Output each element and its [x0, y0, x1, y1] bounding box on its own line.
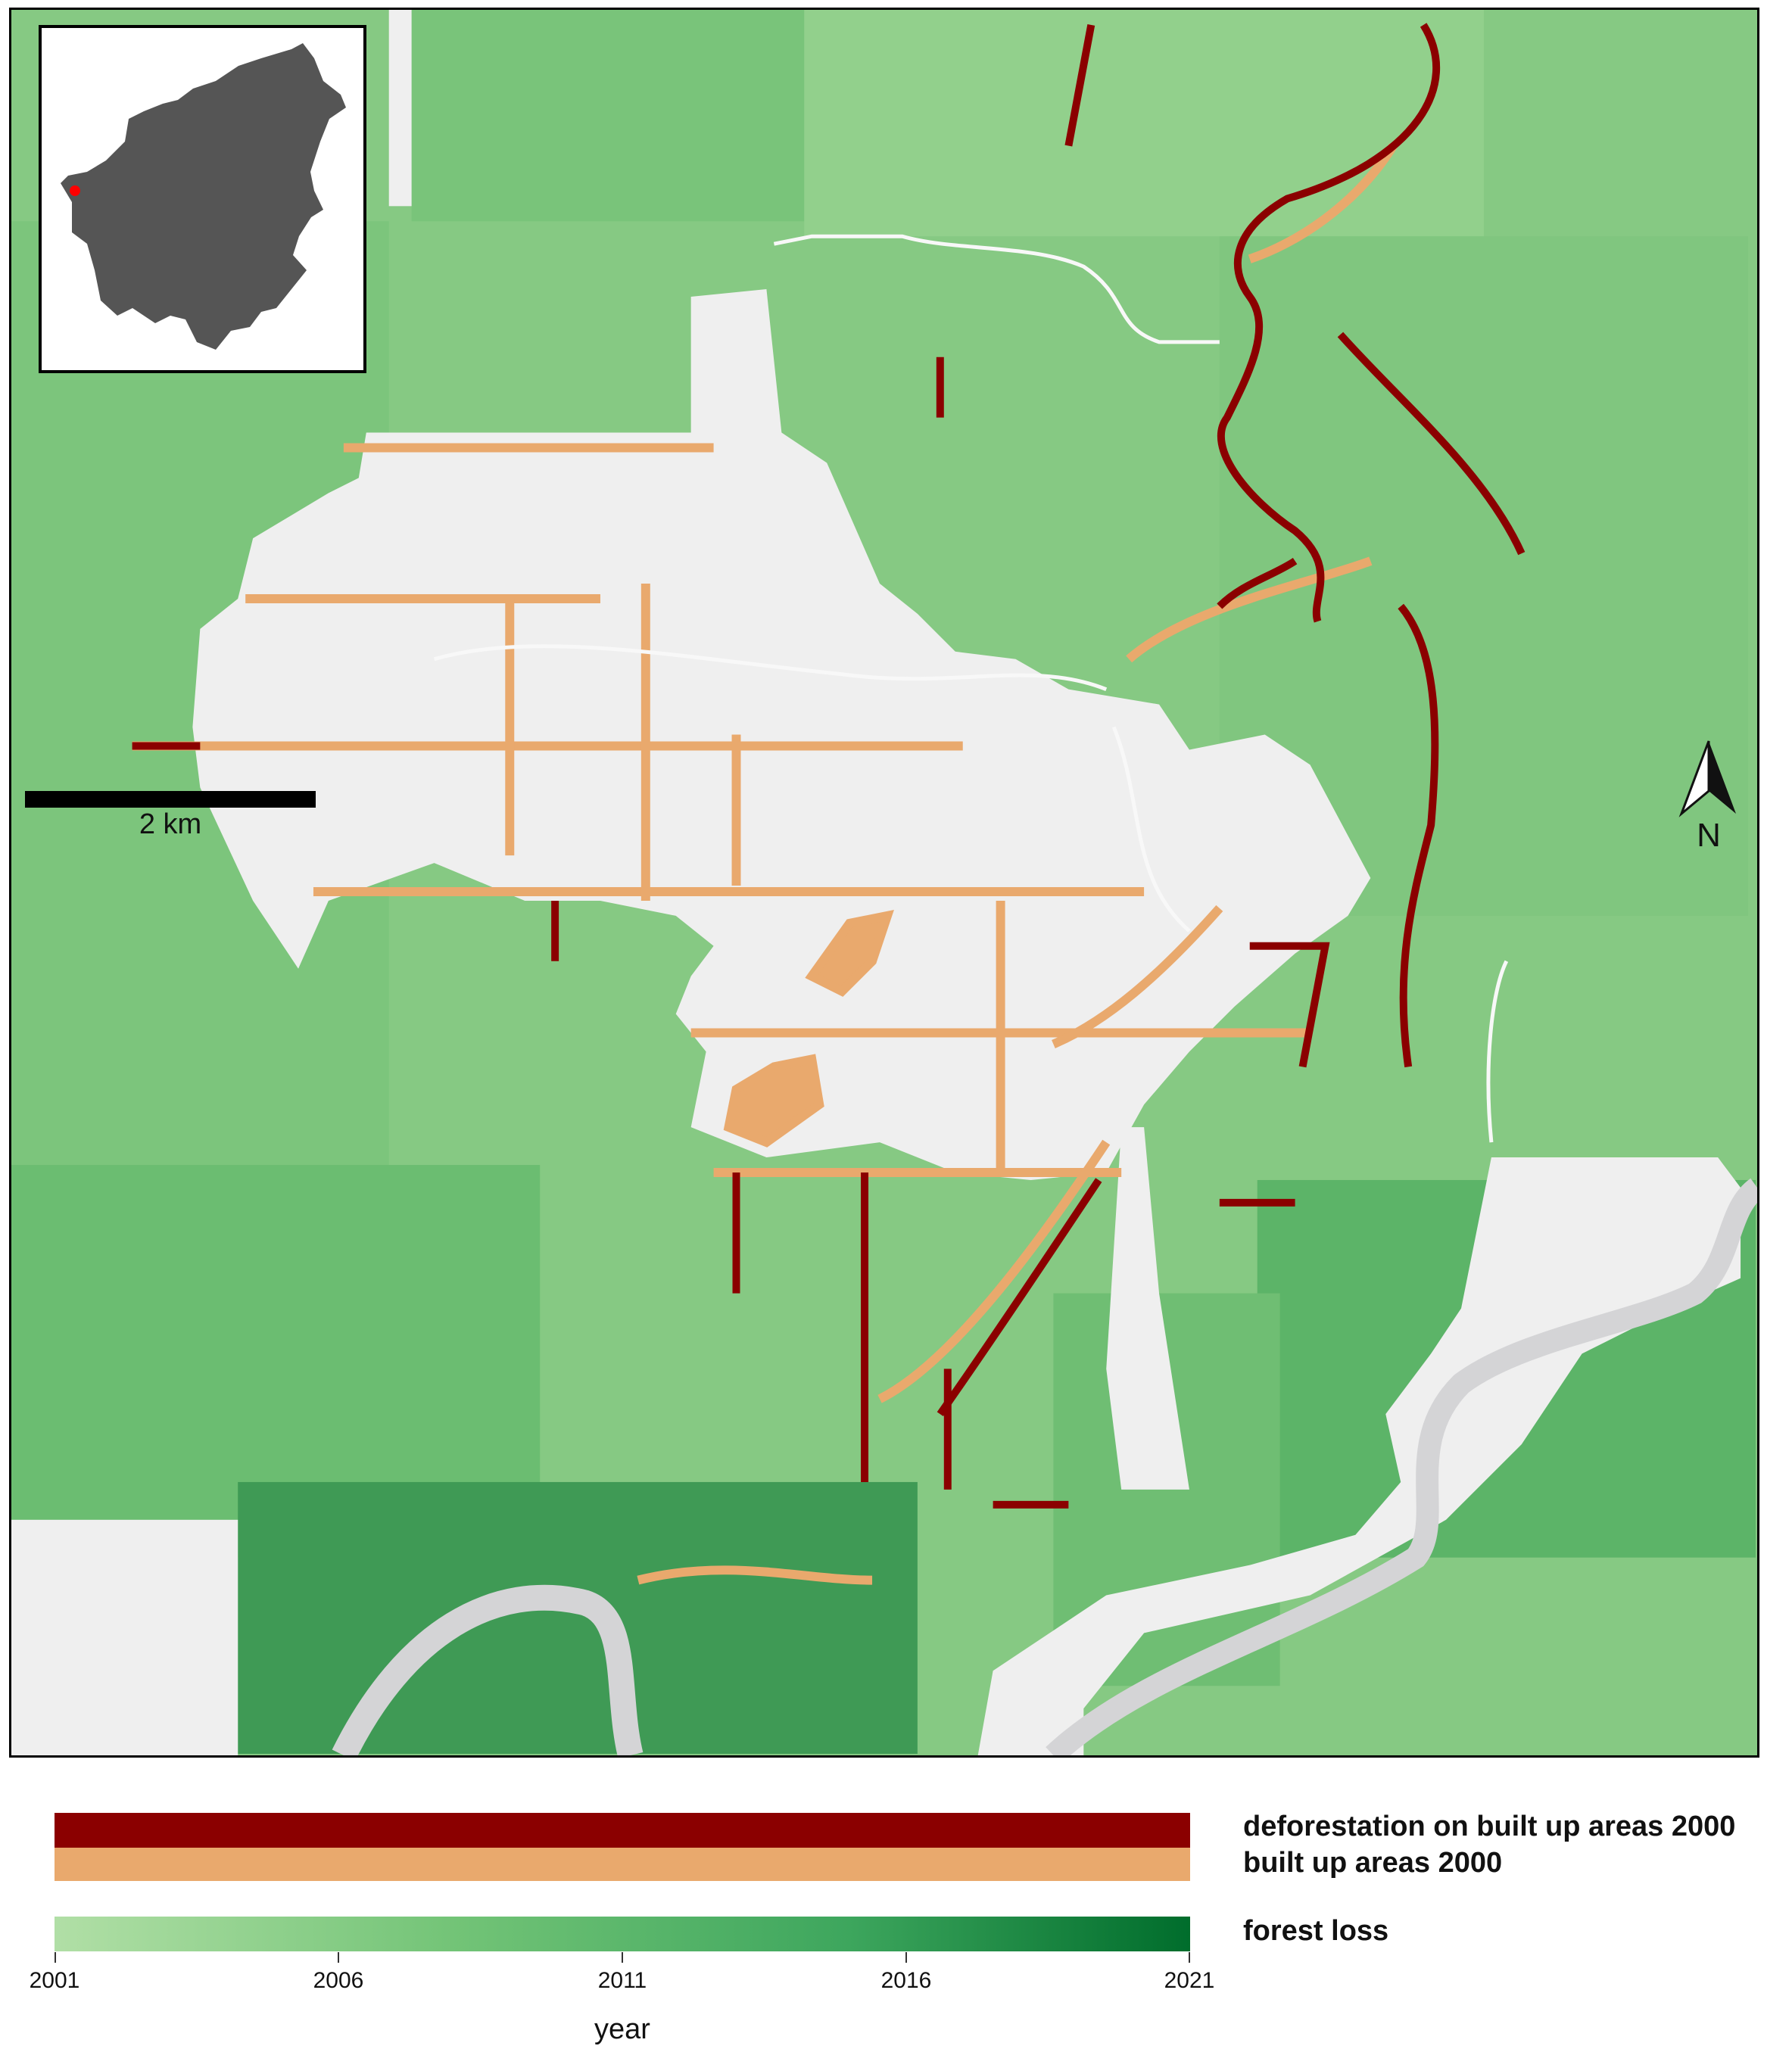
legend-deforestation-label: deforestation on built up areas 2000 [1243, 1811, 1736, 1842]
colorbar-tick-label: 2021 [1164, 1968, 1215, 1993]
urban-roads [433, 234, 1509, 1143]
colorbar-axis-title: year [594, 2013, 650, 2045]
colorbar-tick [622, 1952, 623, 1963]
north-arrow: N [1677, 738, 1741, 854]
legend-built-up-label: built up areas 2000 [1243, 1847, 1503, 1879]
forest-patch [804, 10, 1484, 237]
non-forest-area [977, 1157, 1741, 1755]
river [1046, 1178, 1757, 1755]
legend-deforestation-swatch [55, 1813, 1190, 1848]
map-frame: 2 km N [9, 8, 1759, 1758]
borneo-island-map [61, 43, 346, 350]
borneo-island [61, 43, 346, 350]
river [332, 1584, 644, 1755]
legend-built-up-swatch [55, 1848, 1190, 1881]
colorbar-tick-label: 2011 [597, 1968, 647, 1993]
study-area-marker [70, 185, 80, 196]
forest-patch [238, 1481, 918, 1755]
north-label: N [1697, 817, 1721, 854]
non-forest-area [388, 10, 412, 207]
legend-forest-loss-colorbar [55, 1917, 1190, 1951]
colorbar-tick [905, 1952, 907, 1963]
colorbar-tick-label: 2006 [313, 1968, 364, 1993]
colorbar-tick [55, 1952, 56, 1963]
non-forest-area [1106, 1127, 1189, 1490]
colorbar-tick [1189, 1952, 1190, 1963]
built-up-roads [132, 143, 1398, 1585]
colorbar-tick [338, 1952, 339, 1963]
non-forest-area [11, 1519, 238, 1755]
locator-inset [39, 25, 366, 373]
north-arrow-icon [1678, 740, 1736, 817]
scale-bar [25, 791, 316, 808]
deforestation-built-up [132, 23, 1526, 1509]
colorbar-tick-label: 2016 [880, 1968, 932, 1993]
colorbar-tick-label: 2001 [29, 1968, 80, 1993]
forest-loss-map [11, 10, 1757, 1755]
scale-bar-label: 2 km [139, 808, 202, 840]
non-forest-area [192, 289, 1371, 1180]
legend-forest-loss-label: forest loss [1243, 1915, 1389, 1947]
